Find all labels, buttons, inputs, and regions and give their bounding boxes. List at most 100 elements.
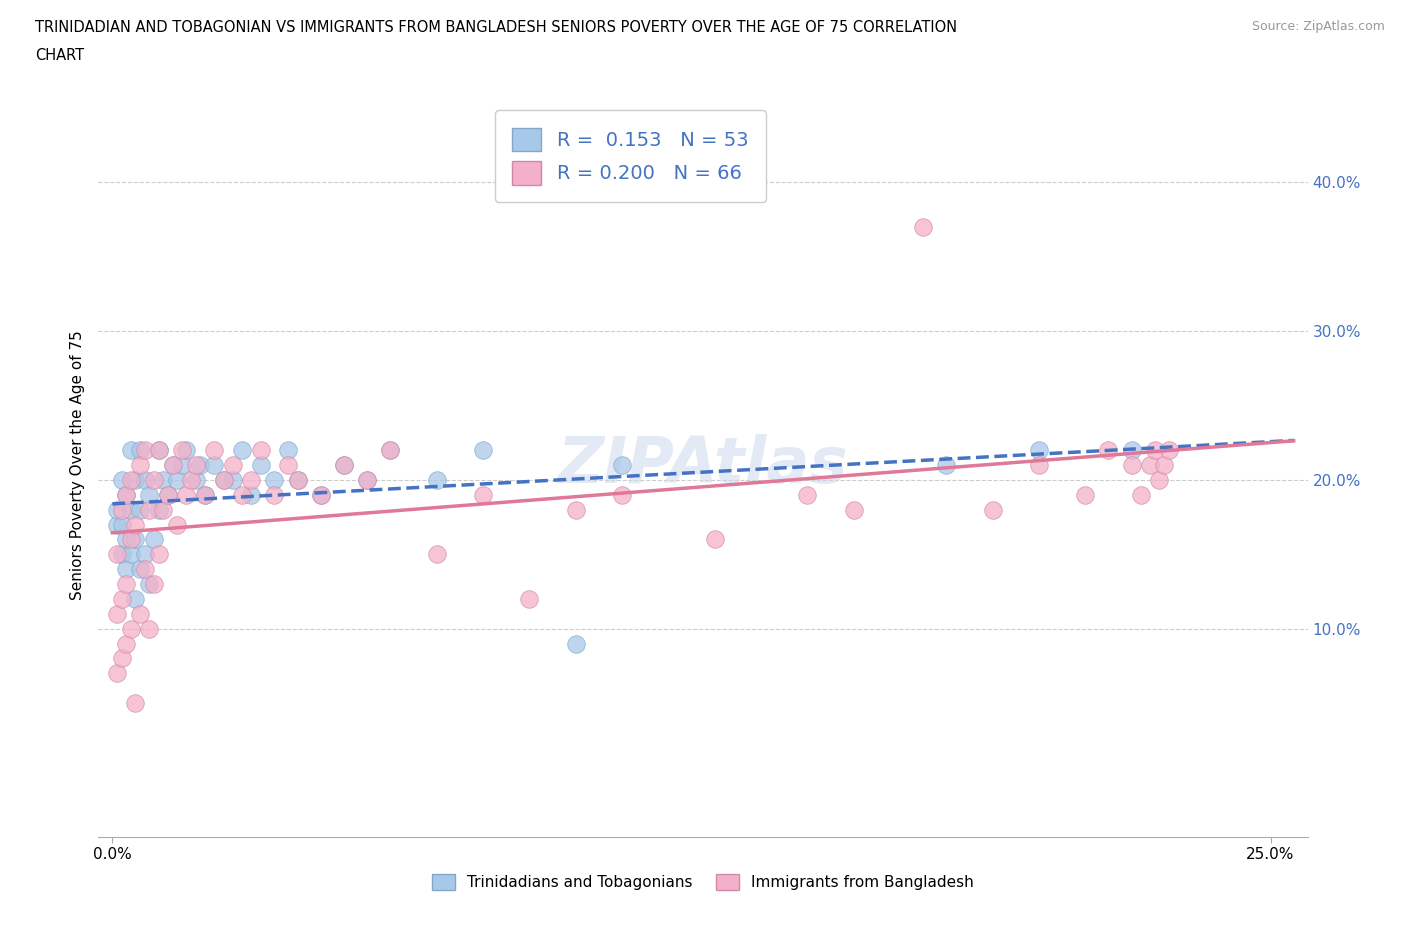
Point bbox=[471, 443, 494, 458]
Point bbox=[105, 547, 128, 562]
Point bbox=[231, 487, 253, 502]
Point bbox=[129, 606, 152, 621]
Text: TRINIDADIAN AND TOBAGONIAN VS IMMIGRANTS FROM BANGLADESH SENIORS POVERTY OVER TH: TRINIDADIAN AND TOBAGONIAN VS IMMIGRANTS… bbox=[35, 20, 957, 35]
Point bbox=[202, 443, 225, 458]
Point bbox=[143, 472, 166, 487]
Point bbox=[1121, 443, 1143, 458]
Point bbox=[240, 472, 263, 487]
Point bbox=[124, 532, 146, 547]
Point bbox=[212, 472, 235, 487]
Point bbox=[263, 472, 285, 487]
Point bbox=[222, 458, 245, 472]
Point bbox=[222, 472, 245, 487]
Point bbox=[134, 472, 156, 487]
Point bbox=[120, 472, 142, 487]
Point bbox=[110, 517, 132, 532]
Point bbox=[309, 487, 332, 502]
Point bbox=[129, 443, 152, 458]
Text: Source: ZipAtlas.com: Source: ZipAtlas.com bbox=[1251, 20, 1385, 33]
Text: CHART: CHART bbox=[35, 48, 84, 63]
Point bbox=[309, 487, 332, 502]
Point bbox=[188, 458, 211, 472]
Point bbox=[162, 458, 184, 472]
Point bbox=[1097, 443, 1119, 458]
Point bbox=[110, 472, 132, 487]
Point bbox=[138, 487, 160, 502]
Point bbox=[138, 577, 160, 591]
Point bbox=[134, 562, 156, 577]
Point bbox=[333, 458, 356, 472]
Point bbox=[1121, 458, 1143, 472]
Point bbox=[212, 472, 235, 487]
Point bbox=[426, 547, 449, 562]
Point bbox=[148, 502, 170, 517]
Point bbox=[105, 666, 128, 681]
Point bbox=[120, 502, 142, 517]
Point bbox=[194, 487, 217, 502]
Text: ZIPAtlas: ZIPAtlas bbox=[558, 434, 848, 496]
Point bbox=[176, 443, 198, 458]
Point bbox=[105, 502, 128, 517]
Point bbox=[1028, 443, 1050, 458]
Point bbox=[249, 458, 271, 472]
Point bbox=[138, 502, 160, 517]
Point bbox=[120, 621, 142, 636]
Point bbox=[564, 636, 586, 651]
Legend: Trinidadians and Tobagonians, Immigrants from Bangladesh: Trinidadians and Tobagonians, Immigrants… bbox=[426, 868, 980, 897]
Point bbox=[277, 458, 299, 472]
Point bbox=[148, 443, 170, 458]
Point bbox=[124, 696, 146, 711]
Point bbox=[981, 502, 1004, 517]
Point bbox=[471, 487, 494, 502]
Point bbox=[148, 547, 170, 562]
Point bbox=[842, 502, 865, 517]
Point bbox=[184, 458, 207, 472]
Point bbox=[170, 458, 193, 472]
Point bbox=[162, 458, 184, 472]
Point bbox=[1149, 472, 1171, 487]
Point bbox=[380, 443, 402, 458]
Point bbox=[143, 577, 166, 591]
Point bbox=[120, 532, 142, 547]
Point bbox=[138, 621, 160, 636]
Point bbox=[105, 517, 128, 532]
Point bbox=[194, 487, 217, 502]
Point bbox=[176, 487, 198, 502]
Point bbox=[152, 502, 174, 517]
Point bbox=[1028, 458, 1050, 472]
Point bbox=[170, 443, 193, 458]
Point bbox=[134, 547, 156, 562]
Point bbox=[703, 532, 725, 547]
Point bbox=[1153, 458, 1175, 472]
Point bbox=[333, 458, 356, 472]
Point bbox=[134, 443, 156, 458]
Point bbox=[124, 591, 146, 606]
Point bbox=[517, 591, 540, 606]
Point bbox=[148, 443, 170, 458]
Point bbox=[231, 443, 253, 458]
Point bbox=[356, 472, 378, 487]
Point bbox=[124, 517, 146, 532]
Point bbox=[263, 487, 285, 502]
Point bbox=[115, 577, 138, 591]
Point bbox=[935, 458, 957, 472]
Point bbox=[105, 606, 128, 621]
Point bbox=[184, 472, 207, 487]
Point bbox=[240, 487, 263, 502]
Point bbox=[1074, 487, 1097, 502]
Point bbox=[202, 458, 225, 472]
Point bbox=[110, 591, 132, 606]
Point bbox=[110, 502, 132, 517]
Point bbox=[143, 532, 166, 547]
Point bbox=[120, 443, 142, 458]
Point bbox=[115, 562, 138, 577]
Point bbox=[356, 472, 378, 487]
Point bbox=[115, 636, 138, 651]
Point bbox=[610, 487, 633, 502]
Point bbox=[180, 472, 202, 487]
Point bbox=[110, 651, 132, 666]
Point bbox=[124, 472, 146, 487]
Point bbox=[129, 458, 152, 472]
Point bbox=[156, 487, 179, 502]
Point bbox=[912, 219, 935, 234]
